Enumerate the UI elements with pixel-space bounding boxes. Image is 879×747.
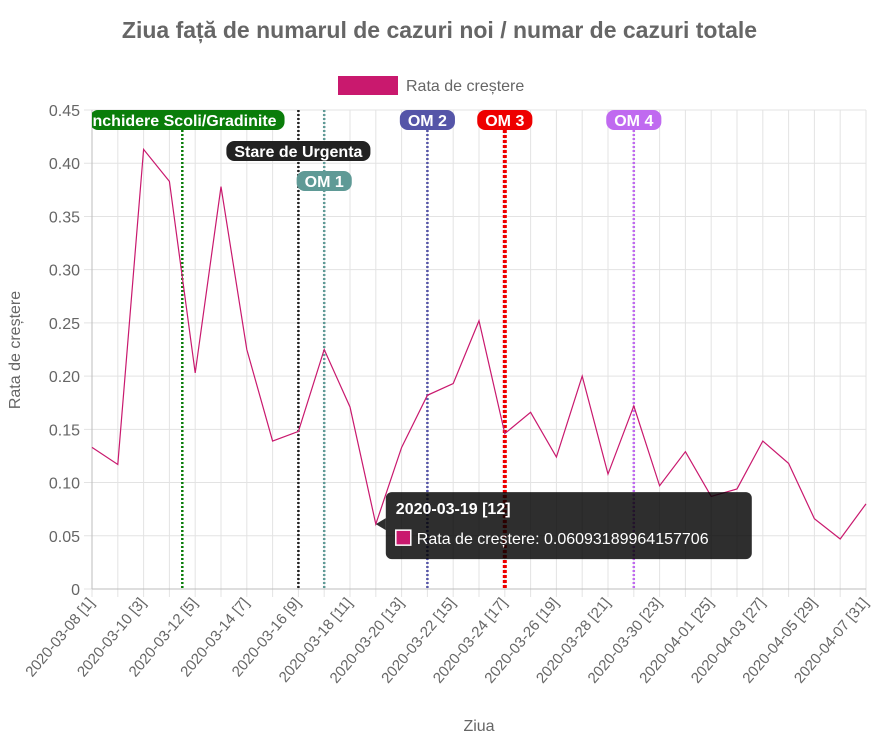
data-point[interactable]: [90, 445, 95, 450]
data-point[interactable]: [864, 501, 869, 506]
data-point[interactable]: [193, 370, 198, 375]
data-point[interactable]: [657, 483, 662, 488]
annotation-text: OM 4: [614, 113, 653, 130]
data-point[interactable]: [167, 179, 172, 184]
legend-swatch: [338, 76, 398, 95]
annotation-pill: [296, 171, 352, 191]
annotation-pill: [477, 110, 533, 130]
data-point[interactable]: [244, 347, 249, 352]
annotation-label: Stare de Urgenta: [226, 141, 371, 161]
data-point[interactable]: [760, 439, 765, 444]
data-point[interactable]: [580, 374, 585, 379]
annotation-pill: [606, 110, 662, 130]
annotation-text: OM 1: [305, 174, 344, 191]
annotation-label: OM 1: [296, 171, 352, 191]
series-line: [91, 147, 867, 540]
annotation-text: Stare de Urgenta: [234, 144, 362, 161]
annotation-label: Inchidere Scoli/Gradinite: [88, 110, 285, 130]
data-point[interactable]: [141, 147, 146, 152]
annotation-label: OM 4: [606, 110, 662, 130]
annotation-text: OM 2: [408, 113, 447, 130]
data-point[interactable]: [812, 516, 817, 521]
x-axis-label: Ziua: [463, 718, 494, 735]
tooltip-caret: [375, 518, 386, 531]
y-tick-label: 0.25: [49, 316, 80, 333]
data-point[interactable]: [606, 472, 611, 477]
annotation-pill: [92, 110, 285, 130]
data-point[interactable]: [399, 445, 404, 450]
y-tick-label: 0.45: [49, 103, 80, 120]
y-tick-label: 0: [71, 582, 80, 599]
data-point[interactable]: [115, 462, 120, 467]
data-point[interactable]: [348, 404, 353, 409]
data-point[interactable]: [502, 431, 507, 436]
data-point[interactable]: [477, 318, 482, 323]
data-point[interactable]: [683, 449, 688, 454]
y-tick-label: 0.10: [49, 476, 80, 493]
y-tick-label: 0.35: [49, 209, 80, 226]
annotation-pill: [399, 110, 455, 130]
annotation-text: Inchidere Scoli/Gradinite: [88, 113, 277, 130]
tooltip-box: [385, 492, 752, 560]
annotation-label: OM 3: [477, 110, 533, 130]
tooltip-value: Rata de creștere: 0.06093189964157706: [417, 531, 709, 548]
legend-label: Rata de creștere: [406, 78, 524, 95]
data-point[interactable]: [528, 410, 533, 415]
y-tick-label: 0.40: [49, 156, 80, 173]
data-point[interactable]: [425, 393, 430, 398]
data-point[interactable]: [735, 486, 740, 491]
data-point[interactable]: [631, 403, 636, 408]
data-point[interactable]: [270, 439, 275, 444]
data-point[interactable]: [451, 381, 456, 386]
data-point[interactable]: [554, 455, 559, 460]
y-tick-label: 0.20: [49, 369, 80, 386]
chart-title: Ziua față de numarul de cazuri noi / num…: [122, 17, 757, 44]
y-axis-label: Rata de creștere: [7, 291, 24, 409]
annotation-label: OM 2: [399, 110, 455, 130]
tooltip-swatch: [395, 529, 412, 546]
tooltip-title: 2020-03-19 [12]: [396, 501, 511, 518]
legend[interactable]: Rata de creștere: [338, 76, 524, 95]
data-point[interactable]: [296, 429, 301, 434]
y-tick-label: 0.05: [49, 529, 80, 546]
tooltip: 2020-03-19 [12] Rata de creștere: 0.06093…: [375, 492, 752, 560]
data-point[interactable]: [838, 536, 843, 541]
data-point[interactable]: [322, 347, 327, 352]
data-point[interactable]: [786, 461, 791, 466]
y-tick-label: 0.15: [49, 422, 80, 439]
annotation-pill: [226, 141, 371, 161]
data-point[interactable]: [219, 184, 224, 189]
y-tick-label: 0.30: [49, 263, 80, 280]
annotation-text: OM 3: [485, 113, 524, 130]
